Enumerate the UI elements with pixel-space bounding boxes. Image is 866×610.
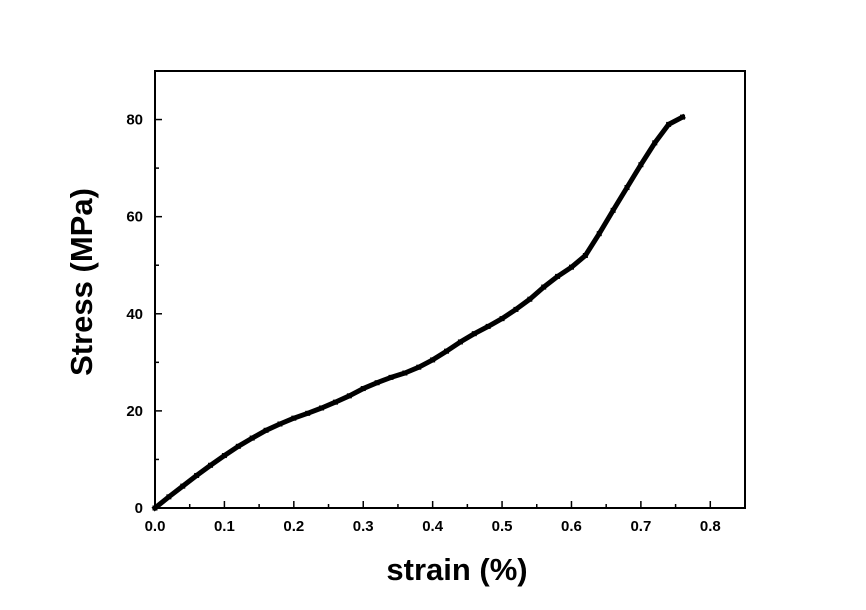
data-point bbox=[221, 453, 227, 459]
data-point bbox=[666, 121, 672, 127]
x-tick-label: 0.6 bbox=[561, 518, 582, 535]
data-point bbox=[638, 162, 644, 168]
data-point bbox=[346, 393, 352, 399]
data-point bbox=[582, 253, 588, 259]
data-point bbox=[277, 421, 283, 427]
data-point bbox=[471, 331, 477, 337]
data-point bbox=[568, 264, 574, 270]
data-series bbox=[151, 113, 686, 512]
data-point bbox=[485, 323, 491, 329]
x-tick-label: 0.7 bbox=[630, 518, 651, 535]
data-point bbox=[513, 306, 519, 312]
data-point bbox=[305, 410, 311, 416]
data-point bbox=[374, 380, 380, 386]
y-tick-label: 40 bbox=[126, 306, 143, 323]
y-tick-label: 20 bbox=[126, 403, 143, 420]
data-point bbox=[624, 185, 630, 191]
data-point bbox=[444, 348, 450, 354]
x-tick-label: 0.1 bbox=[214, 518, 235, 535]
data-point bbox=[360, 386, 366, 392]
data-point bbox=[596, 231, 602, 237]
x-axis-ticks: 0.0 0.1 0.2 0.3 0.4 0.5 0.6 0.7 0.8 bbox=[145, 501, 721, 535]
data-point bbox=[208, 462, 214, 468]
x-tick-label: 0.4 bbox=[422, 518, 444, 535]
data-point bbox=[652, 140, 658, 146]
x-axis-title: strain (%) bbox=[386, 552, 527, 587]
data-point bbox=[235, 443, 241, 449]
y-tick-label: 0 bbox=[135, 500, 143, 517]
data-point bbox=[388, 374, 394, 380]
data-point bbox=[610, 207, 616, 213]
y-tick-label: 80 bbox=[126, 112, 143, 129]
x-tick-label: 0.2 bbox=[283, 518, 304, 535]
data-point bbox=[499, 316, 505, 322]
x-tick-label: 0.3 bbox=[353, 518, 374, 535]
data-point bbox=[430, 357, 436, 363]
x-tick-label: 0.0 bbox=[145, 518, 166, 535]
y-axis-title: Stress (MPa) bbox=[64, 188, 99, 376]
data-point bbox=[680, 114, 686, 120]
data-point bbox=[291, 415, 297, 421]
data-point bbox=[180, 483, 186, 489]
data-point bbox=[332, 399, 338, 405]
data-point bbox=[152, 505, 158, 511]
data-point bbox=[319, 405, 325, 411]
data-point bbox=[194, 472, 200, 478]
series-line bbox=[151, 113, 686, 512]
data-point bbox=[541, 284, 547, 290]
data-point bbox=[263, 427, 269, 433]
x-tick-label: 0.5 bbox=[492, 518, 513, 535]
plot-frame bbox=[154, 70, 746, 509]
data-point bbox=[555, 273, 561, 279]
data-point bbox=[166, 494, 172, 500]
y-axis-ticks: 0 20 40 60 80 bbox=[126, 70, 162, 517]
data-point bbox=[402, 370, 408, 376]
y-tick-label: 60 bbox=[126, 209, 143, 226]
x-tick-label: 0.8 bbox=[700, 518, 721, 535]
data-point bbox=[416, 364, 422, 370]
data-point bbox=[457, 339, 463, 345]
data-point bbox=[249, 435, 255, 441]
data-point bbox=[527, 296, 533, 302]
